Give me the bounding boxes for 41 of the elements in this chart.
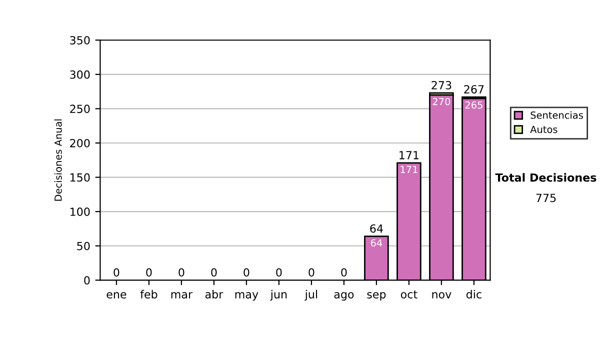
- total-label: 273: [432, 81, 452, 90]
- total-label: 0: [308, 268, 314, 277]
- y-tick-label: 150: [70, 173, 90, 182]
- data-label: 171: [400, 166, 418, 174]
- total-label: 0: [114, 268, 120, 277]
- data-label: 64: [370, 239, 382, 247]
- x-tick-label: ago: [334, 292, 354, 301]
- total-label: 0: [341, 268, 347, 277]
- x-tick-label: may: [235, 292, 258, 301]
- y-tick-label: 200: [70, 138, 90, 148]
- x-tick-label: abr: [205, 290, 224, 298]
- x-tick-label: sep: [367, 292, 386, 301]
- total-label: 64: [370, 224, 383, 233]
- x-tick-label: nov: [432, 292, 452, 298]
- y-tick-label: 300: [70, 70, 90, 79]
- x-tick-label: jun: [270, 290, 287, 301]
- text: Total Decisiones: [495, 173, 596, 182]
- text: 775: [536, 194, 556, 202]
- x-tick-label: oct: [400, 290, 418, 298]
- y-tick-label: 0: [84, 276, 90, 285]
- total-label: 171: [400, 151, 419, 160]
- y-tick-label: 50: [77, 242, 90, 250]
- total-label: 267: [464, 85, 484, 94]
- y-axis-title: Decisiones Anual: [54, 119, 62, 201]
- data-label: 265: [465, 101, 482, 109]
- total-label: 0: [276, 268, 282, 277]
- y-tick-label: 100: [70, 208, 90, 216]
- legend-label: Autos: [530, 126, 558, 134]
- legend-label: Sentencias: [530, 111, 583, 119]
- total-label: 0: [146, 268, 152, 277]
- y-tick-label: 250: [70, 104, 90, 114]
- total-label: 0: [178, 268, 184, 277]
- total-label: 0: [244, 268, 250, 277]
- x-tick-label: ene: [106, 292, 126, 298]
- data-label: 270: [432, 98, 450, 106]
- x-tick-label: mar: [171, 292, 193, 298]
- x-tick-label: jul: [304, 290, 318, 301]
- x-tick-label: feb: [140, 290, 158, 298]
- x-tick-label: dic: [466, 290, 482, 298]
- total-label: 0: [211, 268, 217, 277]
- y-tick-label: 350: [70, 36, 90, 44]
